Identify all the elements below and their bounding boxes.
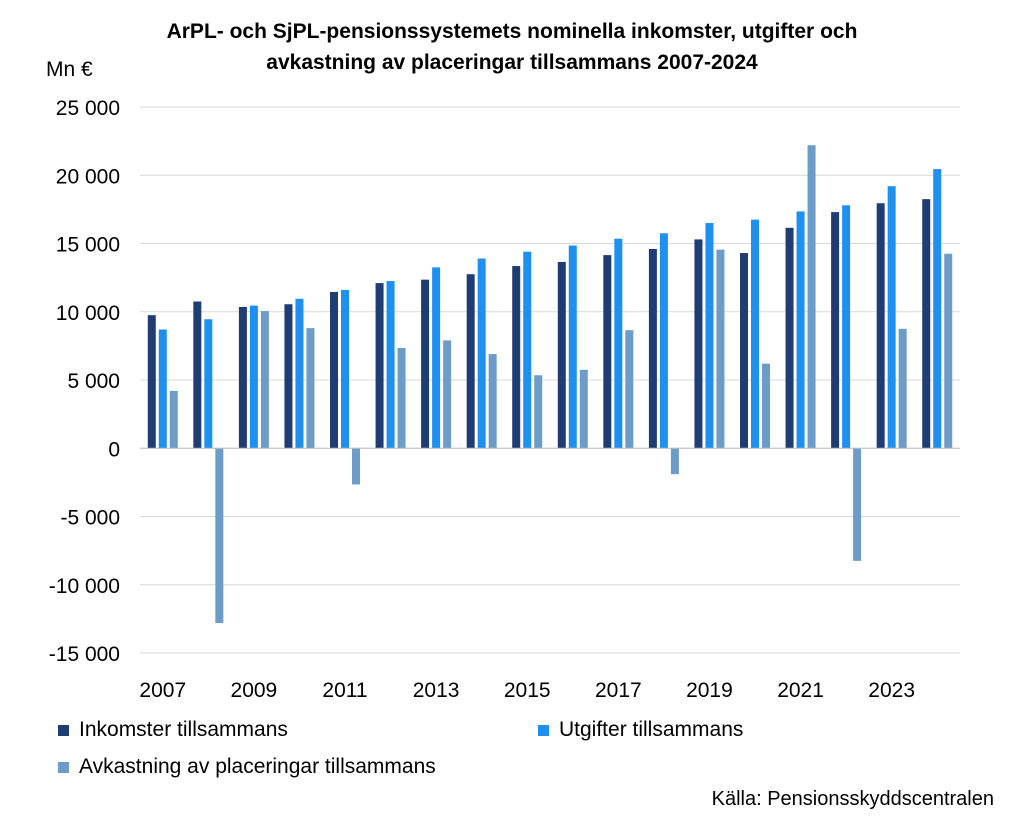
bar-2008-series-2	[204, 319, 213, 449]
x-tick-label: 2009	[231, 679, 278, 702]
bar-2007-series-3	[169, 390, 178, 449]
legend-swatch	[58, 724, 69, 736]
bar-2019-series-3	[716, 249, 725, 449]
chart-title-line-2: avkastning av placeringar tillsammans 20…	[266, 51, 758, 74]
chart-title: ArPL- och SjPL-pensionssystemets nominel…	[0, 16, 1024, 78]
bar-2018-series-2	[659, 233, 668, 449]
source-note: Källa: Pensionsskyddscentralen	[711, 788, 994, 810]
x-tick-label: 2023	[868, 679, 915, 702]
y-tick-label: 5 000	[67, 370, 120, 393]
legend-label: Utgifter tillsammans	[559, 718, 744, 741]
bar-2010-series-1	[284, 304, 293, 449]
bar-2012-series-2	[386, 281, 395, 449]
x-tick-label: 2011	[322, 679, 367, 702]
bar-2012-series-1	[375, 283, 384, 449]
bar-2011-series-1	[330, 291, 338, 449]
bar-2013-series-1	[421, 279, 430, 449]
bar-2015-series-2	[523, 251, 532, 449]
bar-2015-series-1	[512, 266, 521, 449]
legend-swatch	[538, 724, 549, 736]
y-tick-label: 20 000	[56, 165, 120, 188]
bar-2009-series-1	[238, 306, 247, 449]
bar-2022-series-1	[831, 212, 840, 449]
bar-2016-series-3	[579, 369, 588, 449]
bar-2020-series-1	[740, 253, 748, 449]
y-tick-label: 10 000	[56, 302, 120, 325]
bar-2019-series-1	[694, 239, 703, 449]
bar-2014-series-1	[466, 274, 475, 449]
y-axis-unit-label: Mn €	[46, 58, 93, 81]
bar-2017-series-3	[625, 330, 634, 449]
bar-2024-series-1	[922, 199, 931, 449]
bar-2016-series-1	[557, 261, 566, 449]
x-tick-label: 2021	[777, 679, 824, 702]
bar-2017-series-2	[614, 238, 623, 449]
bar-2015-series-3	[534, 375, 543, 449]
bar-2021-series-3	[807, 145, 816, 449]
bar-2020-series-2	[751, 219, 759, 449]
bar-2023-series-1	[876, 203, 885, 449]
legend-label: Inkomster tillsammans	[79, 718, 288, 741]
bar-2009-series-2	[249, 305, 258, 449]
bar-2012-series-3	[397, 347, 406, 449]
bar-2007-series-1	[147, 315, 156, 449]
legend-item: Utgifter tillsammans	[538, 718, 743, 742]
bar-2022-series-3	[853, 448, 862, 561]
y-tick-label: -10 000	[49, 575, 120, 598]
bar-2013-series-3	[443, 340, 452, 449]
bar-2009-series-3	[260, 311, 269, 449]
bar-2010-series-3	[306, 328, 315, 449]
x-tick-label: 2019	[686, 679, 733, 702]
bar-2021-series-2	[796, 211, 805, 449]
legend-item: Inkomster tillsammans	[58, 718, 288, 742]
bar-2007-series-2	[158, 329, 167, 449]
y-tick-label: 25 000	[56, 97, 120, 120]
bar-2023-series-3	[898, 328, 907, 449]
bar-2008-series-1	[193, 301, 202, 449]
legend-label: Avkastning av placeringar tillsammans	[79, 755, 436, 778]
bar-2023-series-2	[887, 186, 896, 449]
bar-2020-series-3	[762, 363, 770, 449]
bar-2014-series-2	[477, 258, 486, 449]
bar-2018-series-3	[670, 448, 679, 475]
bar-2024-series-3	[944, 253, 953, 449]
chart-title-line-1: ArPL- och SjPL-pensionssystemets nominel…	[166, 20, 858, 43]
bar-2011-series-2	[341, 289, 349, 449]
legend-swatch	[58, 761, 69, 773]
x-tick-label: 2013	[413, 679, 460, 702]
y-tick-label: -5 000	[60, 507, 120, 530]
bar-2018-series-1	[648, 248, 657, 449]
bar-2013-series-2	[432, 267, 441, 449]
bar-2008-series-3	[215, 448, 224, 623]
bar-2022-series-2	[842, 205, 851, 449]
x-tick-label: 2017	[595, 679, 642, 702]
legend-item: Avkastning av placeringar tillsammans	[58, 755, 436, 779]
bar-2010-series-2	[295, 298, 304, 449]
bar-2019-series-2	[705, 223, 714, 449]
x-tick-label: 2015	[504, 679, 551, 702]
bar-2024-series-2	[933, 169, 942, 449]
bar-2021-series-1	[785, 227, 794, 449]
y-tick-label: 15 000	[56, 234, 120, 257]
bar-2017-series-1	[603, 255, 612, 449]
y-tick-label: 0	[108, 438, 120, 461]
bar-2016-series-2	[568, 245, 577, 449]
y-tick-label: -15 000	[49, 643, 120, 666]
bar-2011-series-3	[352, 448, 360, 485]
x-tick-label: 2007	[139, 679, 186, 702]
bar-2014-series-3	[488, 354, 497, 449]
